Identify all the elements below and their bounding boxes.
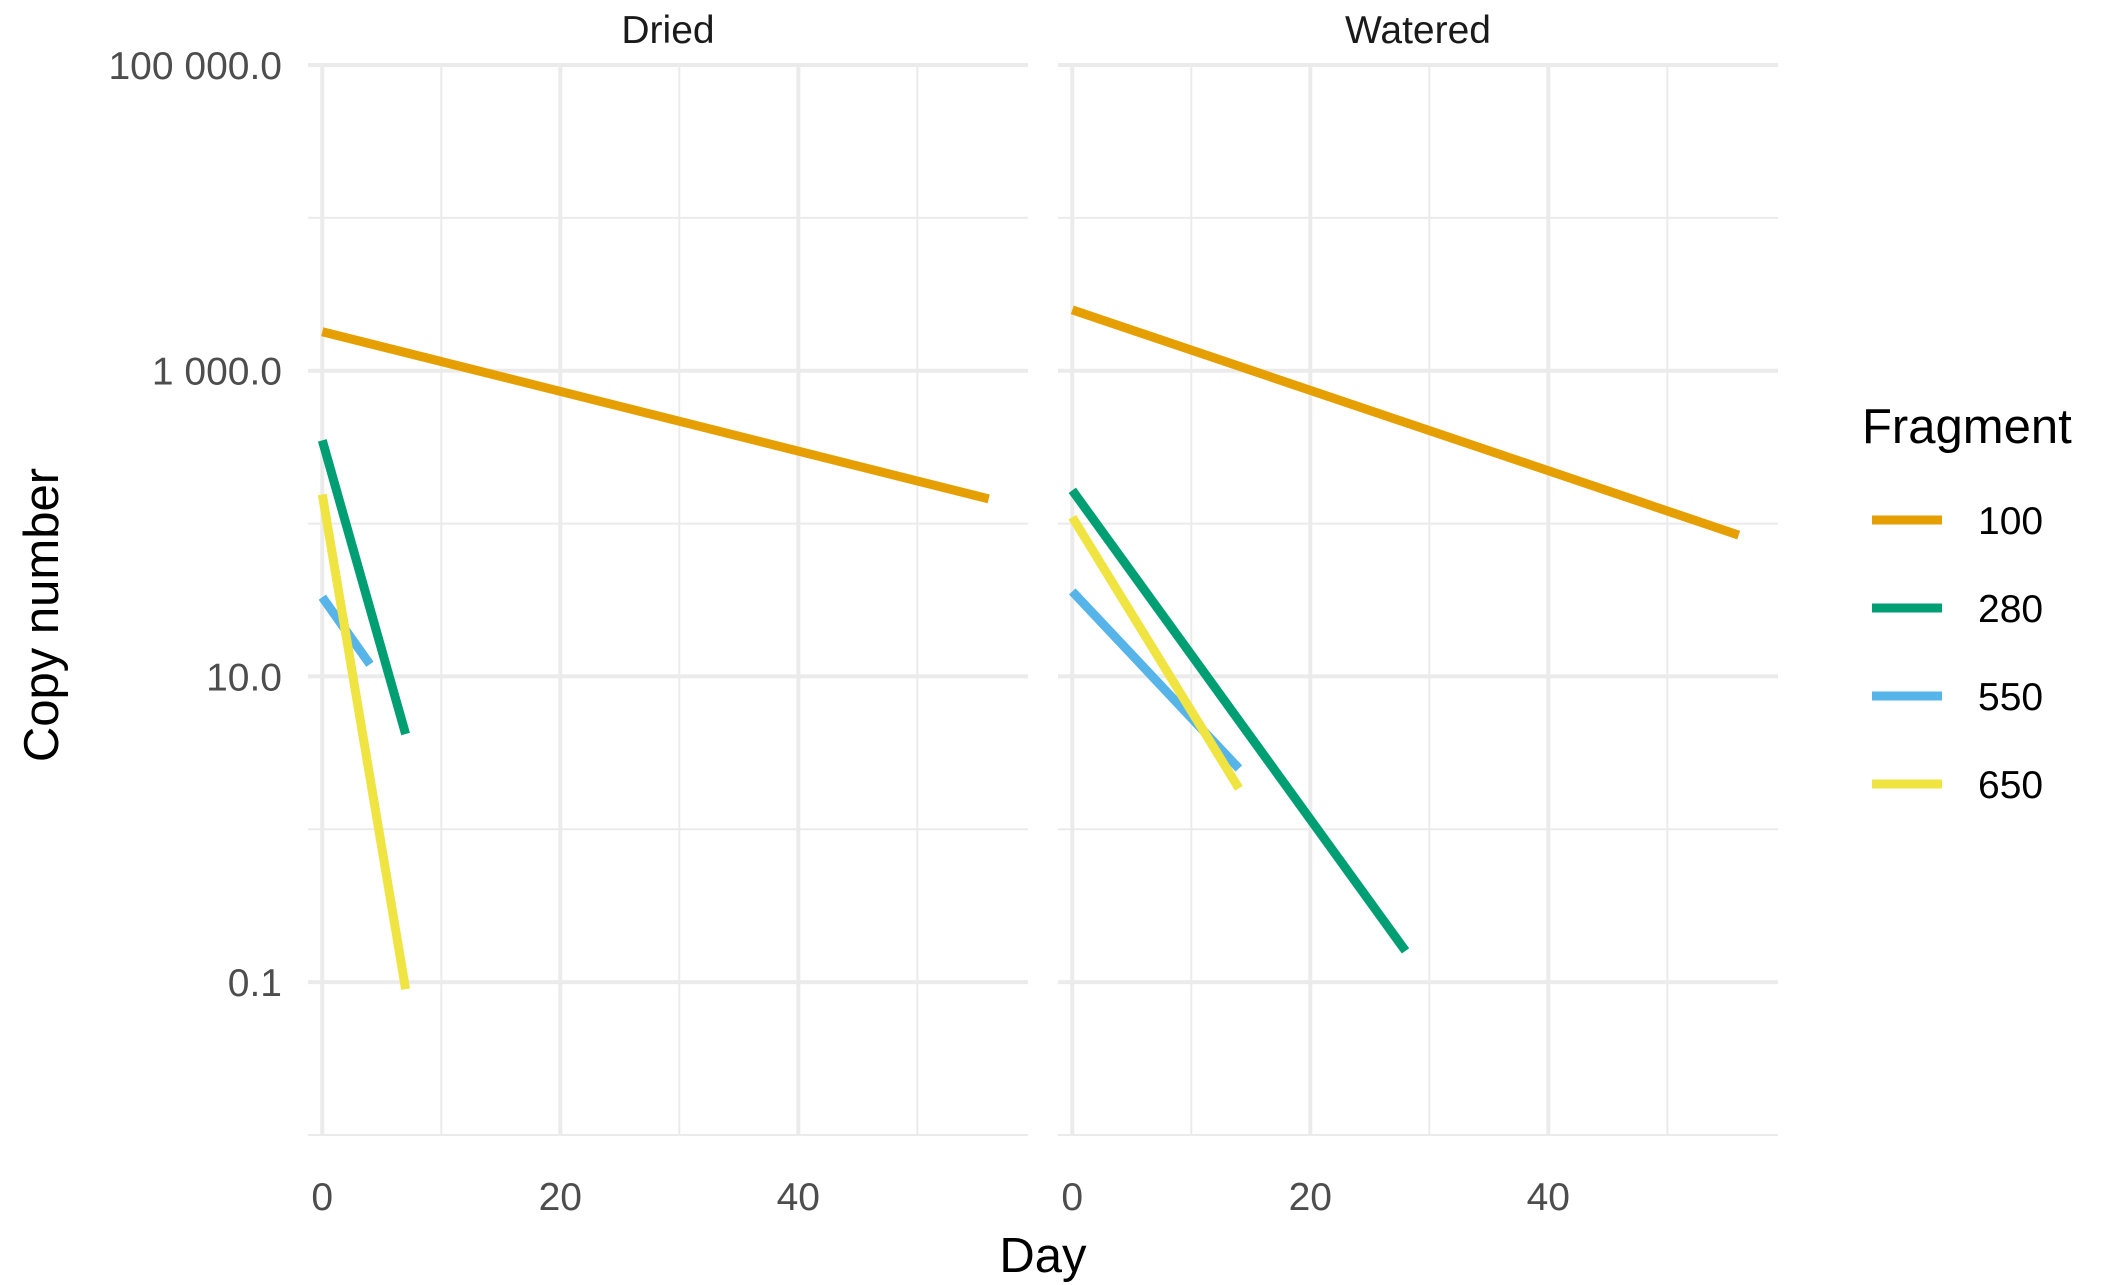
axes-layer: Day Copy number (15, 468, 1087, 1283)
y-tick-label: 1 000.0 (152, 351, 282, 394)
legend: Fragment 100 280 550 650 (1862, 400, 2072, 807)
legend-entry-650: 650 (1872, 764, 2043, 807)
x-axis-title: Day (999, 1229, 1087, 1283)
legend-label: 100 (1978, 500, 2043, 543)
series-line-650 (1068, 514, 1243, 791)
legend-label: 650 (1978, 764, 2043, 807)
series-line-280 (317, 439, 410, 736)
x-tick-label: 0 (1061, 1176, 1083, 1219)
legend-entry-100: 100 (1872, 500, 2043, 543)
y-tick-label: 0.1 (228, 962, 282, 1005)
y-tick-label: 10.0 (206, 656, 282, 699)
series-line-280 (1068, 487, 1410, 954)
series-line-100 (1070, 305, 1741, 540)
x-tick-label: 20 (539, 1176, 582, 1219)
legend-title: Fragment (1862, 400, 2072, 454)
facet-strip-label: Dried (621, 9, 714, 52)
y-axis-ticks: 0.1 10.0 1 000.0 100 000.0 (108, 45, 282, 1005)
panel-watered: Watered 0 20 40 (1058, 9, 1778, 1219)
facet-strip-label: Watered (1345, 9, 1491, 52)
legend-entries: 100 280 550 650 (1872, 500, 2043, 807)
series-line-100 (321, 327, 990, 504)
panels-layer: Dried 0 20 40 Watered 0 20 40 0.1 10.0 1 000.0 100 … (108, 9, 1778, 1219)
legend-entry-550: 550 (1872, 676, 2043, 719)
y-tick-label: 100 000.0 (108, 45, 282, 88)
x-tick-label: 0 (311, 1176, 333, 1219)
legend-label: 280 (1978, 588, 2043, 631)
legend-entry-280: 280 (1872, 588, 2043, 631)
x-tick-label: 40 (1527, 1176, 1570, 1219)
legend-label: 550 (1978, 676, 2043, 719)
y-axis-title: Copy number (15, 468, 69, 762)
panel-dried: Dried 0 20 40 (308, 9, 1028, 1219)
series-line-650 (317, 493, 411, 990)
x-tick-label: 20 (1289, 1176, 1332, 1219)
x-tick-label: 40 (777, 1176, 820, 1219)
